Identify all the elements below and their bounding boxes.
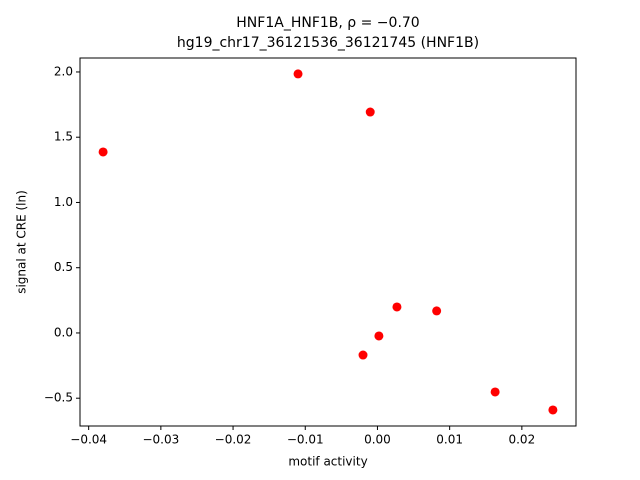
y-tick-label: 1.0	[54, 195, 73, 209]
scatter-point	[374, 331, 384, 341]
x-tick-label: 0.01	[436, 433, 463, 447]
x-tick-label: −0.04	[70, 433, 107, 447]
y-axis-label: signal at CRE (ln)	[15, 190, 29, 294]
scatter-point	[548, 405, 558, 415]
scatter-point	[365, 107, 375, 117]
scatter-point	[392, 302, 402, 312]
scatter-point	[293, 69, 303, 79]
y-tick-label: 2.0	[54, 64, 73, 78]
y-tick-label: 0.0	[54, 325, 73, 339]
x-tick-label: 0.02	[508, 433, 535, 447]
x-tick-label: −0.01	[287, 433, 324, 447]
y-tick-label: −0.5	[44, 391, 73, 405]
y-tick-label: 1.5	[54, 130, 73, 144]
scatter-point	[490, 387, 500, 397]
x-axis-label: motif activity	[288, 455, 367, 469]
x-tick-label: 0.00	[364, 433, 391, 447]
plot-frame	[79, 57, 577, 427]
x-tick-label: −0.03	[142, 433, 179, 447]
scatter-point	[358, 350, 368, 360]
scatter-point	[432, 306, 442, 316]
scatter-point	[98, 147, 108, 157]
y-tick-label: 0.5	[54, 260, 73, 274]
x-tick-label: −0.02	[215, 433, 252, 447]
chart-subtitle: hg19_chr17_36121536_36121745 (HNF1B)	[177, 35, 479, 51]
chart-title: HNF1A_HNF1B, ρ = −0.70	[236, 15, 419, 31]
